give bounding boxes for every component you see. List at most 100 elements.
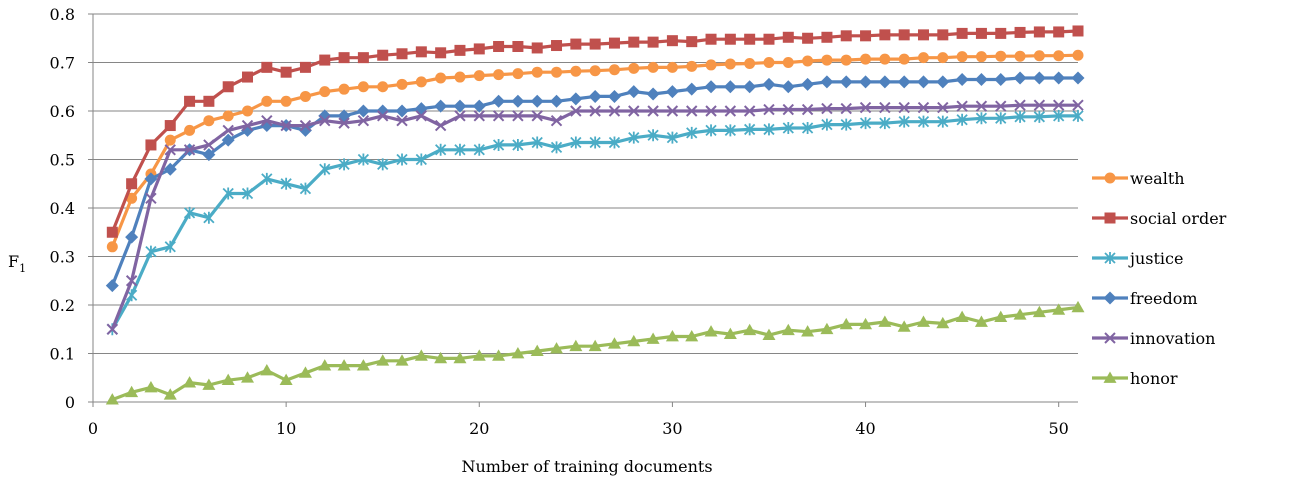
data-point: [396, 114, 408, 127]
data-point: [762, 328, 776, 340]
data-point: [376, 110, 389, 122]
data-point: [184, 124, 196, 136]
data-point: [435, 72, 447, 84]
data-point: [859, 75, 873, 89]
data-point: [356, 104, 370, 118]
data-point: [261, 95, 273, 107]
data-point: [1103, 291, 1117, 305]
data-point: [608, 136, 621, 149]
data-point: [569, 339, 583, 352]
data-point: [686, 126, 698, 139]
data-point: [781, 80, 795, 94]
data-point: [995, 27, 1007, 39]
data-point: [917, 52, 929, 64]
data-point: [222, 110, 234, 122]
data-point: [493, 40, 505, 52]
data-point: [782, 103, 795, 116]
data-point: [898, 101, 910, 114]
data-point: [511, 94, 525, 108]
data-point: [163, 162, 177, 176]
data-point: [357, 81, 369, 93]
data-point: [994, 310, 1008, 322]
data-point: [839, 317, 853, 330]
data-point: [801, 103, 814, 116]
data-point: [241, 119, 254, 132]
data-point: [646, 87, 660, 101]
data-point: [570, 105, 582, 117]
data-point: [376, 104, 390, 118]
data-point: [242, 71, 254, 83]
legend-item: social order: [1092, 209, 1227, 228]
data-point: [183, 376, 197, 388]
data-point: [589, 105, 601, 117]
data-point: [1052, 71, 1066, 85]
data-point: [1052, 99, 1065, 111]
data-point: [473, 43, 485, 55]
data-point: [202, 378, 216, 390]
data-point: [550, 342, 564, 354]
data-point: [588, 339, 602, 352]
data-point: [1104, 172, 1116, 184]
data-point: [531, 136, 543, 149]
data-point: [298, 366, 312, 378]
data-point: [627, 334, 641, 347]
data-point: [1053, 26, 1065, 38]
data-point: [1071, 300, 1085, 313]
data-point: [744, 123, 756, 136]
data-point: [472, 99, 486, 113]
data-point: [472, 349, 486, 361]
data-point: [125, 230, 139, 244]
data-point: [318, 109, 332, 123]
y-axis-title-main: F: [8, 252, 19, 271]
data-point: [878, 315, 892, 327]
data-point: [802, 32, 814, 44]
data-point: [337, 359, 351, 371]
legend-label: innovation: [1130, 329, 1215, 348]
data-point: [1072, 109, 1084, 122]
data-point: [897, 75, 911, 89]
data-point: [550, 141, 563, 154]
data-point: [1052, 303, 1066, 315]
data-point: [666, 105, 679, 117]
data-point: [917, 29, 929, 41]
data-point: [781, 323, 795, 336]
data-point: [338, 158, 350, 171]
data-point: [879, 29, 891, 41]
y-axis-title-subscript: 1: [19, 262, 26, 275]
data-point: [1072, 25, 1084, 37]
data-point: [666, 35, 678, 47]
data-point: [164, 144, 176, 156]
data-point: [221, 373, 235, 386]
legend-item: freedom: [1092, 289, 1198, 308]
data-point: [222, 81, 234, 93]
series-innovation: [106, 99, 1084, 335]
data-point: [183, 206, 196, 219]
data-point: [1033, 26, 1045, 38]
data-point: [241, 371, 255, 383]
data-point: [163, 388, 177, 400]
data-point: [801, 77, 815, 91]
data-point: [743, 105, 756, 117]
data-point: [589, 38, 601, 50]
data-point: [435, 47, 447, 59]
data-point: [492, 138, 505, 151]
data-point: [221, 133, 235, 147]
data-point: [628, 105, 640, 117]
data-point: [261, 114, 273, 127]
data-point: [647, 61, 659, 73]
y-axis-title: F1: [8, 252, 26, 275]
data-point: [184, 95, 196, 107]
y-tick-label: 0.7: [50, 54, 75, 73]
data-point: [974, 315, 988, 327]
data-point: [1014, 110, 1026, 123]
data-point: [588, 89, 602, 103]
data-point: [1104, 212, 1116, 224]
data-point: [454, 71, 466, 83]
data-point: [1032, 305, 1046, 318]
data-point: [125, 385, 139, 398]
data-point: [319, 163, 331, 176]
data-point: [723, 327, 737, 339]
data-point: [377, 158, 389, 171]
data-point: [1014, 99, 1026, 111]
data-point: [955, 310, 969, 322]
